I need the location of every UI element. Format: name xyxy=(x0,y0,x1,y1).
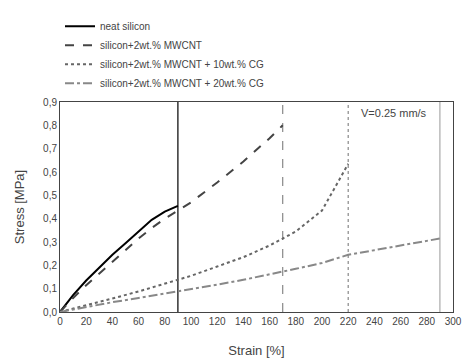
svg-text:0,3: 0,3 xyxy=(43,237,57,248)
svg-text:160: 160 xyxy=(261,316,278,327)
svg-text:0: 0 xyxy=(57,316,63,327)
svg-text:220: 220 xyxy=(340,316,357,327)
svg-text:100: 100 xyxy=(183,316,200,327)
svg-text:60: 60 xyxy=(133,316,145,327)
svg-text:0,7: 0,7 xyxy=(43,143,57,154)
svg-text:40: 40 xyxy=(107,316,119,327)
svg-text:240: 240 xyxy=(366,316,383,327)
svg-text:silicon+2wt.% MWCNT + 20wt.% C: silicon+2wt.% MWCNT + 20wt.% CG xyxy=(100,78,264,89)
svg-text:Stress [MPa]: Stress [MPa] xyxy=(12,170,27,244)
svg-text:silicon+2wt.% MWCNT + 10wt.% C: silicon+2wt.% MWCNT + 10wt.% CG xyxy=(100,59,264,70)
svg-text:120: 120 xyxy=(209,316,226,327)
svg-text:180: 180 xyxy=(287,316,304,327)
svg-text:0,1: 0,1 xyxy=(43,283,57,294)
svg-text:V=0.25 mm/s: V=0.25 mm/s xyxy=(361,107,427,119)
svg-text:300: 300 xyxy=(445,316,462,327)
svg-text:0,9: 0,9 xyxy=(43,97,57,108)
svg-text:0,4: 0,4 xyxy=(43,213,57,224)
svg-text:20: 20 xyxy=(81,316,93,327)
svg-text:0,0: 0,0 xyxy=(43,307,57,318)
svg-text:0,5: 0,5 xyxy=(43,190,57,201)
svg-text:200: 200 xyxy=(314,316,331,327)
svg-text:0,2: 0,2 xyxy=(43,260,57,271)
svg-text:260: 260 xyxy=(392,316,409,327)
svg-text:0,6: 0,6 xyxy=(43,167,57,178)
svg-text:0,8: 0,8 xyxy=(43,120,57,131)
svg-text:silicon+2wt.% MWCNT: silicon+2wt.% MWCNT xyxy=(100,40,202,51)
svg-text:280: 280 xyxy=(418,316,435,327)
svg-text:Strain [%]: Strain [%] xyxy=(228,343,284,358)
svg-text:140: 140 xyxy=(235,316,252,327)
svg-text:80: 80 xyxy=(159,316,171,327)
svg-text:neat silicon: neat silicon xyxy=(100,21,150,32)
